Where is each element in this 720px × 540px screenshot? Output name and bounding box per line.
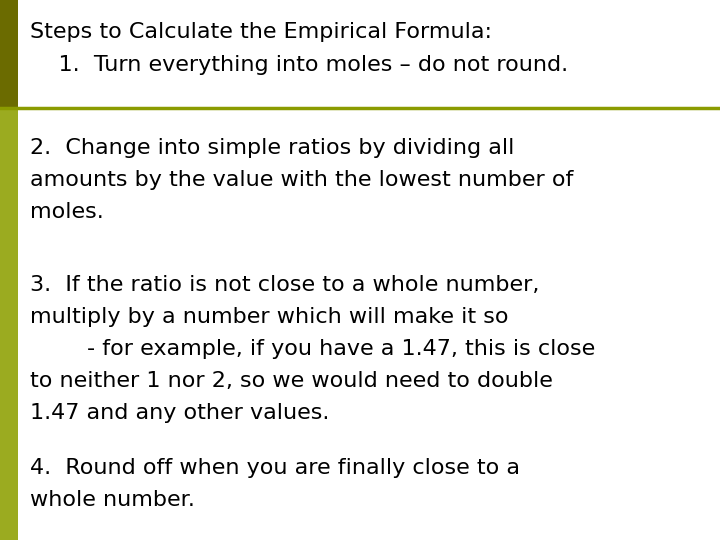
Bar: [0, 0, 18, 108]
Text: 4.  Round off when you are finally close to a: 4. Round off when you are finally close …: [30, 458, 520, 478]
Text: multiply by a number which will make it so: multiply by a number which will make it …: [30, 307, 508, 327]
Bar: [0, 108, 18, 540]
Text: moles.: moles.: [30, 202, 104, 222]
Text: - for example, if you have a 1.47, this is close: - for example, if you have a 1.47, this …: [30, 339, 595, 359]
Text: 3.  If the ratio is not close to a whole number,: 3. If the ratio is not close to a whole …: [30, 275, 539, 295]
Text: Steps to Calculate the Empirical Formula:: Steps to Calculate the Empirical Formula…: [30, 22, 492, 42]
Text: whole number.: whole number.: [30, 490, 195, 510]
Text: 1.  Turn everything into moles – do not round.: 1. Turn everything into moles – do not r…: [30, 55, 568, 75]
Text: to neither 1 nor 2, so we would need to double: to neither 1 nor 2, so we would need to …: [30, 371, 553, 391]
Text: amounts by the value with the lowest number of: amounts by the value with the lowest num…: [30, 170, 573, 190]
Text: 2.  Change into simple ratios by dividing all: 2. Change into simple ratios by dividing…: [30, 138, 514, 158]
Text: 1.47 and any other values.: 1.47 and any other values.: [30, 403, 329, 423]
